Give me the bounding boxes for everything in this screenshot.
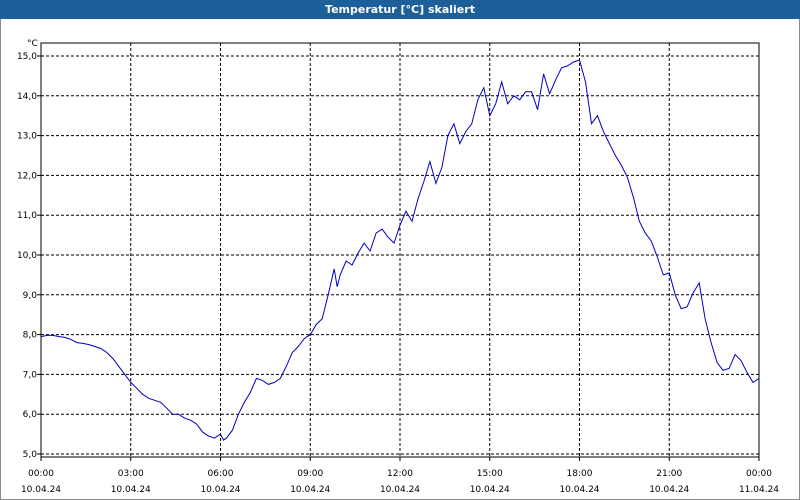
x-tick-date-label: 10.04.24 (380, 485, 420, 495)
x-tick-date-label: 10.04.24 (200, 485, 240, 495)
x-axis: 00:00 10.04.24 03:00 10.04.24 06:00 10.04.24 0… (21, 457, 779, 495)
y-tick-label: 9,0 (23, 291, 38, 301)
x-tick-date-label: 10.04.24 (290, 485, 330, 495)
y-tick-label: 5,0 (23, 450, 38, 460)
series-group (40, 59, 760, 441)
x-tick-date-label: 10.04.24 (21, 485, 61, 495)
x-tick-time-label: 09:00 (297, 469, 323, 479)
temperature-series-line (40, 59, 760, 441)
y-axis: 5,0 6,0 7,0 8,0 9,0 10,0 11,0 12,0 13,0 14,0 15,0 (17, 52, 41, 460)
x-tick-date-label: 10.04.24 (111, 485, 151, 495)
x-tick-time-label: 21:00 (656, 469, 682, 479)
x-tick-time-label: 00:00 (28, 469, 54, 479)
y-tick-label: 12,0 (17, 171, 37, 181)
y-tick-label: 10,0 (17, 251, 37, 261)
x-tick-time-label: 12:00 (387, 469, 413, 479)
y-tick-label: 13,0 (17, 132, 37, 142)
temperature-chart: 5,06,07,08,09,010,011,012,013,014,015,0 … (17, 39, 779, 495)
y-tick-label: 7,0 (23, 370, 38, 380)
x-tick-time-label: 00:00 (746, 469, 772, 479)
x-tick-time-label: 18:00 (567, 469, 593, 479)
chart-title: Temperatur [°C] skaliert (0, 0, 800, 19)
x-tick-time-label: 03:00 (118, 469, 144, 479)
y-tick-label: 14,0 (17, 92, 37, 102)
y-tick-label: 8,0 (23, 331, 38, 341)
x-tick-date-label: 10.04.24 (559, 485, 599, 495)
x-tick-date-label: 10.04.24 (470, 485, 510, 495)
y-tick-label: 15,0 (17, 52, 37, 62)
chart-frame: 5,0 6,0 7,0 8,0 9,0 10,0 11,0 12,0 13,0 14,0 15,0 … (0, 19, 800, 500)
x-tick-date-label: 11.04.24 (739, 485, 779, 495)
x-tick-time-label: 06:00 (208, 469, 234, 479)
y-tick-label: 6,0 (23, 410, 38, 420)
grid-lines (41, 43, 759, 457)
x-tick-time-label: 15:00 (477, 469, 503, 479)
y-tick-label: 11,0 (17, 211, 37, 221)
y-axis-unit-label: °C (27, 39, 38, 49)
x-tick-date-label: 10.04.24 (649, 485, 689, 495)
